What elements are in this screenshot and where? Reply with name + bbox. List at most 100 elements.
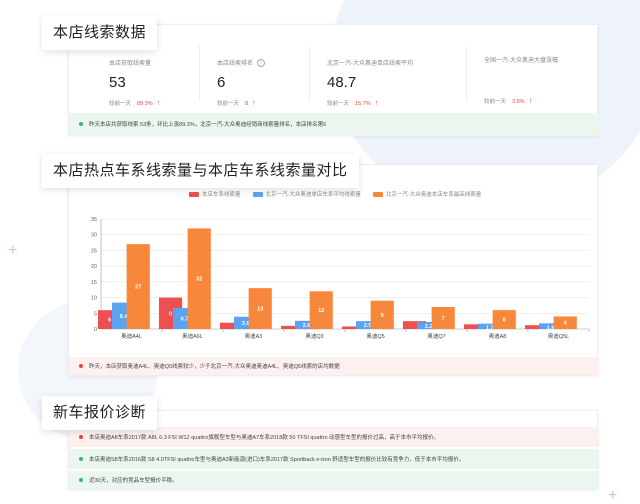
- plus-decoration-icon: +: [608, 487, 618, 504]
- stat-divider: [466, 45, 467, 101]
- stat-value: 48.7: [327, 74, 357, 91]
- bar-value-label: 6: [503, 318, 506, 324]
- bar-value-label: 27: [135, 285, 141, 291]
- section-title-chart: 本店热点车系线索量与本店车系线索量对比: [42, 154, 359, 188]
- bar: [463, 324, 488, 329]
- x-tick-label: 奥迪Q3: [305, 332, 323, 340]
- stat-label: 北京一汽-大众奥迪单店线索平均: [327, 58, 413, 67]
- x-tick-label: 奥迪A6L: [182, 332, 203, 340]
- red-dot-icon: [79, 364, 83, 368]
- summary-text: 昨天本店共获取线索 53条，环比上涨89.3%，北京一汽-大众奥迪经销商线索量排…: [89, 122, 327, 128]
- y-tick-label: 35: [91, 217, 97, 223]
- bar: [248, 288, 272, 329]
- y-tick-label: 20: [91, 264, 97, 270]
- bar: [524, 325, 549, 329]
- x-tick-label: 奥迪A8: [489, 332, 507, 340]
- bar-value-label: 7: [442, 316, 445, 322]
- y-tick-label: 5: [94, 311, 97, 317]
- legend-label: 北京一汽-大众奥迪本店车系最高线索量: [385, 192, 482, 198]
- green-dot-icon: [79, 122, 83, 126]
- legend-label: 北京一汽-大众奥迪单店车系平均线索量: [265, 192, 361, 198]
- stat-value: 6: [217, 74, 226, 91]
- stat-label-text: 本店线索排名: [217, 61, 254, 67]
- bar: [402, 321, 427, 329]
- section-title-price-diagnosis: 新车报价诊断: [42, 396, 158, 430]
- bar-value-label: 1.8: [547, 325, 555, 331]
- chart-legend: 本店车系线索量 北京一汽-大众奥迪单店车系平均线索量 北京一汽-大众奥迪本店车系最高…: [189, 190, 493, 198]
- legend-item[interactable]: 北京一汽-大众奥迪本店车系最高线索量: [372, 190, 482, 198]
- bar-value-label: 6.7: [181, 316, 189, 322]
- up-arrow-icon: ↑: [156, 100, 161, 107]
- y-tick-label: 30: [91, 233, 97, 239]
- price-note-1: 本店奥迪A8车系2017款 A8L 6.3 FSI W12 quattro旗舰型…: [69, 427, 599, 447]
- summary-note: 昨天本店共获取线索 53条，环比上涨89.3%，北京一汽-大众奥迪经销商线索量排…: [69, 113, 599, 135]
- stat-block: 本店获取线索量 53 较前一天 89.3% ↑: [109, 58, 160, 138]
- plus-decoration-icon: +: [8, 242, 18, 259]
- stat-divider: [199, 45, 200, 101]
- x-tick-label: 奥迪A3: [245, 332, 263, 340]
- y-tick-label: 0: [94, 327, 97, 333]
- stat-label: 全国一汽-大众奥迪大盘涨幅: [484, 55, 558, 64]
- bar-value-label: 6: [108, 318, 111, 324]
- legend-item[interactable]: 北京一汽-大众奥迪单店车系平均线索量: [252, 190, 361, 198]
- bar: [219, 322, 244, 329]
- stat-block: 本店线索排名 i 6 较前一天 8 ↑: [217, 58, 266, 138]
- legend-item[interactable]: 本店车系线索量: [189, 190, 241, 198]
- bar-value-label: 2.5: [364, 323, 372, 329]
- y-tick-label: 15: [91, 280, 97, 286]
- stat-value: [484, 71, 558, 89]
- bar-value-label: 32: [196, 277, 202, 283]
- stat-label: 本店线索排名 i: [217, 58, 266, 67]
- legend-swatch: [372, 191, 383, 197]
- legend-swatch: [252, 191, 263, 197]
- stat-block: 北京一汽-大众奥迪单店线索平均 48.7 较前一天 15.7% ↑: [327, 58, 413, 138]
- up-arrow-icon: ↑: [528, 98, 533, 105]
- legend-swatch: [189, 191, 199, 197]
- stat-label-text: 全国一汽-大众奥迪大盘涨幅: [484, 58, 558, 64]
- bar: [355, 321, 380, 329]
- x-tick-label: 奥迪A4L: [121, 332, 142, 340]
- bar-value-label: 12: [318, 308, 324, 314]
- stat-compare: 较前一天 15.7% ↑: [327, 99, 413, 107]
- stat-label-text: 本店获取线索量: [109, 61, 152, 67]
- bar-value-label: 2.6: [303, 323, 311, 329]
- stat-block: 全国一汽-大众奥迪大盘涨幅 较前一天 3.6% ↑: [484, 55, 558, 135]
- bar: [492, 310, 516, 329]
- bar-value-label: 8.4: [120, 314, 129, 320]
- y-tick-label: 10: [91, 296, 97, 302]
- legend-label: 本店车系线索量: [202, 192, 241, 198]
- info-icon[interactable]: i: [257, 58, 266, 67]
- chart-card: 本店车系线索量 北京一汽-大众奥迪单店车系平均线索量 北京一汽-大众奥迪本店车系最高…: [68, 164, 599, 376]
- bar: [126, 244, 150, 329]
- compare-percent: 15.7%: [355, 101, 371, 107]
- compare-label: 较前一天: [484, 99, 507, 105]
- bar: [370, 300, 394, 329]
- stat-compare: 较前一天 3.6% ↑: [484, 97, 558, 105]
- green-dot-icon: [79, 478, 83, 482]
- x-tick-label: 奥迪Q7: [427, 332, 445, 340]
- chart-note: 昨天，本店获取奥迪A4L、奥迪Q5线索较少，少于北京一汽-大众奥迪奥迪A4L、奥…: [69, 357, 599, 375]
- bar: [477, 323, 502, 329]
- price-note-2: 本店奥迪S8车系2016款 S8 4.0TFSI quattro车型与奥迪A3新…: [69, 449, 599, 469]
- section-title-store-leads: 本店线索数据: [42, 16, 158, 50]
- x-tick-label: 奥迪Q5L: [548, 332, 569, 340]
- compare-percent: 3.6%: [512, 99, 525, 105]
- bar-value-label: 4: [564, 321, 568, 327]
- stat-compare: 较前一天 89.3% ↑: [109, 99, 160, 107]
- stats-row: 本店获取线索量 53 较前一天 89.3% ↑ 本店线索排名 i 6 较前一天 8 ↑ 北京一汽-大众…: [69, 25, 599, 110]
- bar: [538, 323, 563, 329]
- price-note-3: 近30天，对应的竞品车型报价平稳。: [69, 471, 599, 489]
- bar-value-label: 9: [381, 313, 384, 319]
- compare-label: 较前一天: [109, 101, 132, 107]
- bar-value-label: 0: [169, 311, 172, 317]
- bar: [309, 291, 333, 329]
- bar: [431, 307, 455, 329]
- bar: [416, 322, 441, 329]
- bar: [187, 228, 211, 329]
- compare-label: 较前一天: [327, 101, 350, 107]
- stat-label: 本店获取线索量: [109, 58, 160, 67]
- bar-value-label: 2.2: [425, 324, 433, 330]
- bar-value-label: 13: [257, 307, 263, 313]
- bar: [341, 326, 366, 329]
- price-note-text: 本店奥迪S8车系2016款 S8 4.0TFSI quattro车型与奥迪A3新…: [89, 457, 465, 463]
